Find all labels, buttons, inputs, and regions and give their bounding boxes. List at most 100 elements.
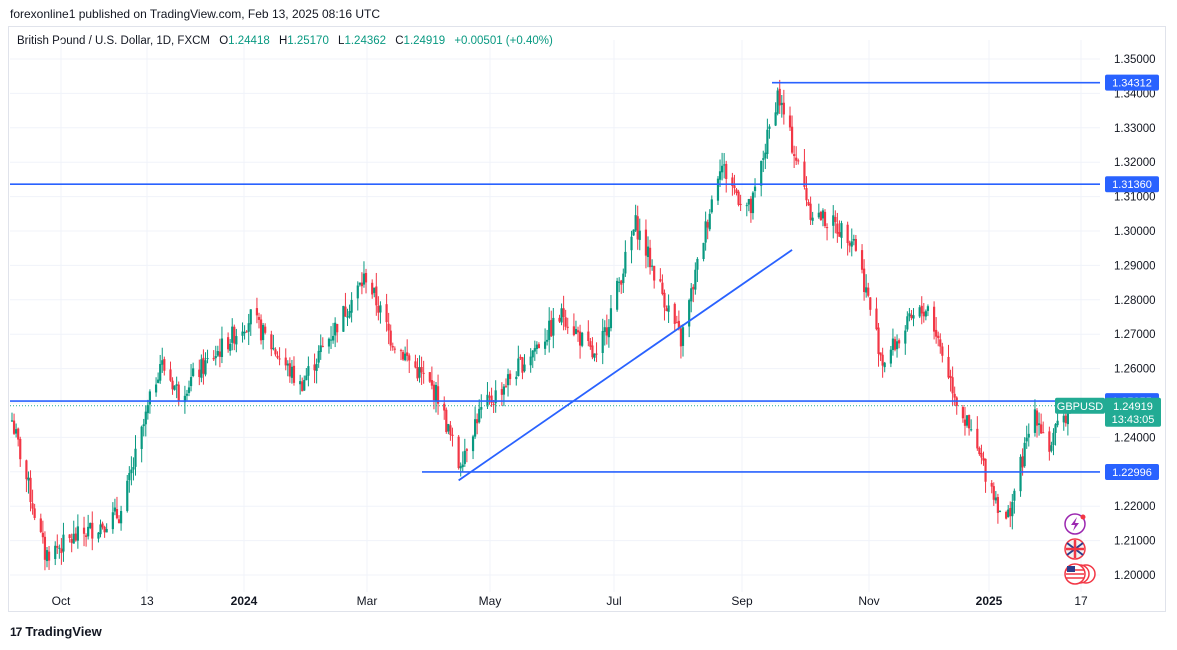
- candle-body: [710, 199, 713, 213]
- candle-body: [169, 369, 172, 381]
- candle: [978, 446, 981, 456]
- trendline-segment: [458, 249, 793, 482]
- candle-body: [879, 352, 882, 356]
- candle: [1009, 501, 1012, 528]
- candle: [290, 359, 294, 384]
- candle: [389, 324, 392, 351]
- candle: [12, 413, 16, 435]
- candle-body: [1048, 431, 1051, 452]
- candle: [751, 191, 755, 220]
- candle: [58, 544, 61, 559]
- candles: [10, 79, 1072, 571]
- candle-body: [838, 232, 841, 237]
- candle-body: [43, 536, 47, 560]
- candle: [387, 312, 390, 345]
- candle-body: [980, 452, 983, 458]
- candle-body: [233, 326, 236, 344]
- candle: [97, 531, 100, 543]
- candle: [1011, 493, 1014, 530]
- candle-body: [286, 363, 289, 366]
- candle: [941, 342, 944, 363]
- candle-body: [622, 273, 625, 284]
- candle: [362, 261, 366, 288]
- candle-body: [119, 511, 123, 524]
- candle-body: [270, 334, 273, 350]
- last-price-tag: [1105, 397, 1161, 427]
- candle-body: [912, 315, 915, 319]
- candle: [653, 265, 656, 289]
- candle-body: [45, 550, 49, 562]
- candle: [216, 345, 219, 357]
- candle-body: [373, 287, 376, 293]
- candle-body: [961, 407, 965, 419]
- candle-body: [360, 282, 364, 287]
- candle-body: [702, 242, 705, 260]
- candle: [618, 277, 621, 293]
- candle: [140, 425, 143, 463]
- candle: [408, 353, 411, 374]
- candle: [895, 334, 899, 358]
- candle: [264, 323, 267, 335]
- candle-body: [371, 282, 374, 295]
- candle-body: [463, 450, 466, 464]
- candle-body: [60, 548, 63, 554]
- candle: [299, 374, 302, 395]
- candle-body: [336, 323, 339, 333]
- candle: [634, 204, 637, 232]
- uk-flag-icon[interactable]: [1064, 538, 1086, 560]
- candle: [313, 353, 316, 384]
- candle-body: [718, 171, 722, 180]
- candle-body: [564, 317, 567, 327]
- candle-body: [760, 160, 763, 186]
- candle: [797, 158, 800, 165]
- candle: [793, 145, 796, 169]
- candle-body: [342, 305, 345, 332]
- candle: [430, 366, 433, 390]
- candle-body: [117, 519, 121, 524]
- candle: [82, 516, 86, 547]
- candle-body: [881, 354, 884, 366]
- candle-body: [492, 404, 495, 406]
- candle: [576, 326, 580, 342]
- candle-body: [399, 350, 403, 352]
- candle-body: [414, 361, 417, 368]
- candle: [558, 314, 561, 323]
- candle: [101, 521, 104, 530]
- high-label: H: [278, 35, 288, 47]
- candle: [76, 514, 79, 549]
- candle-body: [939, 339, 942, 347]
- us-flag-icon[interactable]: [1064, 563, 1096, 585]
- candle: [725, 160, 728, 193]
- candle: [459, 462, 462, 477]
- x-axis: Oct 13 2024 Mar May Jul Sep Nov 2025 17: [52, 594, 1088, 608]
- candle-body: [389, 330, 392, 346]
- candle-body: [235, 336, 238, 345]
- horizontal-levels: [10, 81, 1100, 473]
- candle: [581, 331, 584, 348]
- candle-body: [782, 102, 785, 115]
- candle-body: [581, 332, 584, 346]
- candle-body: [836, 223, 839, 234]
- candle-body: [305, 375, 308, 381]
- candle-body: [200, 359, 203, 378]
- candle: [336, 323, 339, 343]
- candle-body: [58, 547, 61, 549]
- candle-body: [502, 386, 506, 395]
- candle-body: [922, 311, 925, 317]
- candle: [416, 358, 419, 382]
- candle-body: [445, 409, 448, 432]
- candle: [91, 511, 94, 551]
- candle-body: [805, 188, 808, 201]
- candle: [72, 520, 75, 544]
- candle-body: [677, 320, 680, 329]
- candle-body: [1011, 501, 1014, 517]
- candle-body: [264, 326, 267, 333]
- candle: [154, 377, 158, 397]
- candle: [1052, 428, 1055, 456]
- lightning-icon[interactable]: [1064, 513, 1086, 535]
- candle-body: [716, 178, 720, 201]
- candle: [249, 309, 252, 336]
- candle: [548, 307, 551, 353]
- candle-body: [696, 258, 699, 270]
